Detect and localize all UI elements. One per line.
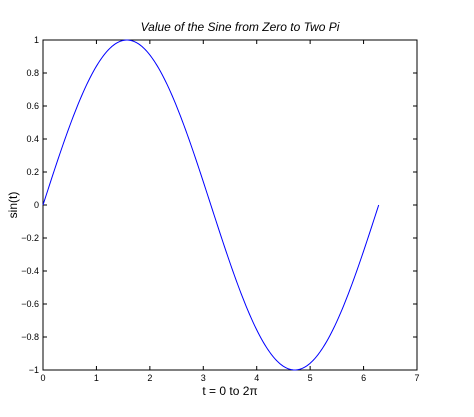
x-tick-label: 5 — [308, 373, 313, 383]
y-tick-label: −1 — [29, 365, 39, 375]
series-layer — [42, 39, 380, 371]
x-axis-title: t = 0 to 2π — [202, 384, 257, 398]
y-tick-label: −0.2 — [21, 233, 39, 243]
y-tick-label: 1 — [34, 35, 39, 45]
y-tick-label: 0.6 — [26, 101, 39, 111]
y-axis-ticks: −1 −0.8 −0.6 −0.4 −0.2 0 0.2 0.4 0.6 0.8 1 — [21, 35, 417, 375]
y-tick-label: 0.2 — [26, 167, 39, 177]
y-tick-label: 0.8 — [26, 68, 39, 78]
x-tick-label: 1 — [94, 373, 99, 383]
y-axis-title: sin(t) — [6, 192, 20, 219]
x-tick-label: 4 — [254, 373, 259, 383]
sine-series-line — [42, 39, 380, 371]
x-tick-label: 2 — [147, 373, 152, 383]
x-tick-label: 7 — [414, 373, 419, 383]
y-tick-label: 0 — [34, 200, 39, 210]
y-tick-label: −0.8 — [21, 332, 39, 342]
y-tick-label: −0.6 — [21, 299, 39, 309]
chart-title: Value of the Sine from Zero to Two Pi — [141, 20, 340, 34]
y-tick-label: −0.4 — [21, 266, 39, 276]
x-axis-ticks: 0 1 2 3 4 5 6 7 — [40, 40, 420, 383]
x-tick-label: 6 — [361, 373, 366, 383]
x-tick-label: 0 — [40, 373, 45, 383]
y-tick-label: 0.4 — [26, 134, 39, 144]
plot-frame — [42, 39, 418, 371]
x-tick-label: 3 — [201, 373, 206, 383]
